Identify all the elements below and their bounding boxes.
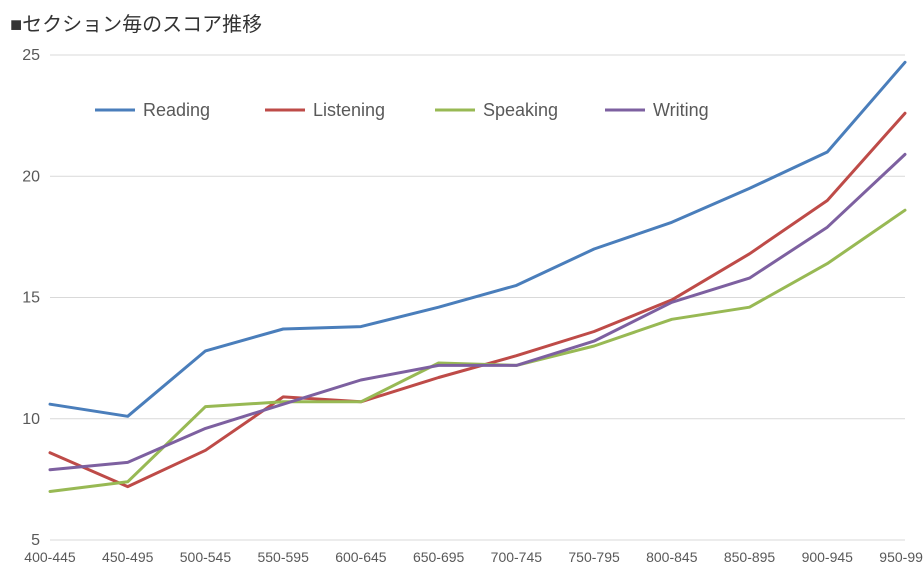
x-tick-label: 450-495 [102, 549, 154, 565]
y-tick-label: 5 [31, 532, 40, 549]
y-tick-label: 25 [22, 47, 40, 64]
x-tick-label: 900-945 [802, 549, 854, 565]
series-writing [50, 154, 905, 469]
legend-label-writing: Writing [653, 100, 709, 120]
x-tick-label: 400-445 [24, 549, 76, 565]
series-speaking [50, 210, 905, 491]
x-tick-label: 800-845 [646, 549, 698, 565]
x-tick-label: 850-895 [724, 549, 776, 565]
chart-title: ■セクション毎のスコア推移 [10, 8, 262, 37]
y-tick-label: 20 [22, 168, 40, 185]
legend-label-speaking: Speaking [483, 100, 558, 120]
line-chart: 5 10 15 20 25 400-445 450-495 500-545 550-595 600… [0, 40, 923, 580]
x-tick-label: 650-695 [413, 549, 465, 565]
legend-label-listening: Listening [313, 100, 385, 120]
series-listening [50, 113, 905, 486]
x-tick-label: 700-745 [491, 549, 543, 565]
x-tick-label: 600-645 [335, 549, 387, 565]
legend-label-reading: Reading [143, 100, 210, 120]
x-tick-label: 750-795 [568, 549, 620, 565]
y-tick-label: 15 [22, 290, 40, 307]
y-tick-label: 10 [22, 411, 40, 428]
x-tick-label: 500-545 [180, 549, 232, 565]
x-tick-label: 550-595 [257, 549, 309, 565]
x-tick-label: 950-990 [879, 549, 923, 565]
